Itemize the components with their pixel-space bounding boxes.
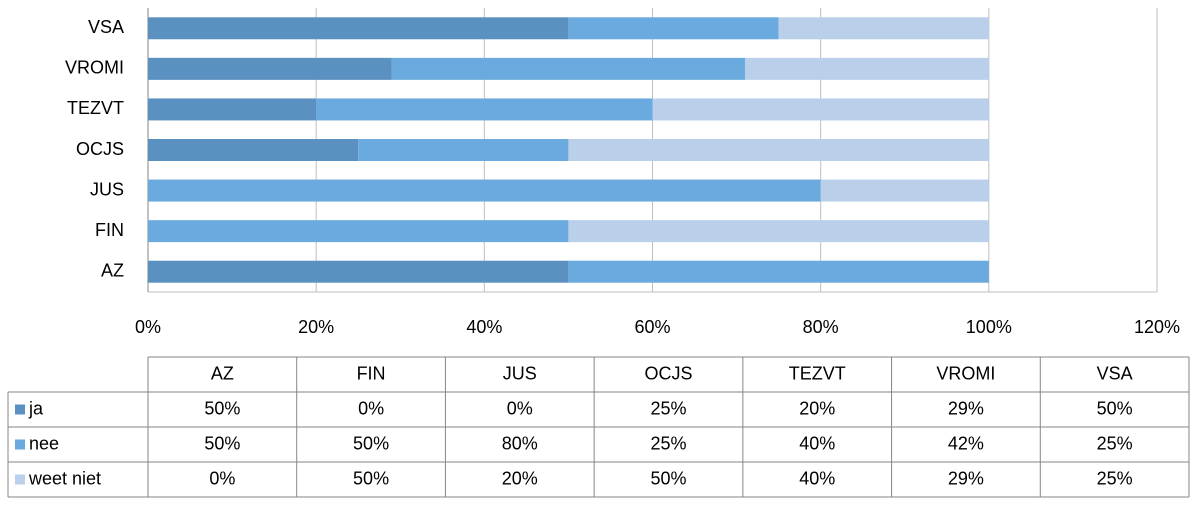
table-header: VSA [1097,363,1133,383]
y-tick-label: AZ [101,260,124,280]
bar [568,17,779,40]
table-cell: 50% [353,468,389,488]
x-tick-label: 80% [803,317,839,337]
table-cell: 20% [799,398,835,418]
table-header: OCJS [644,363,692,383]
table-cell: 29% [948,468,984,488]
table-cell: 50% [650,468,686,488]
table-cell: 25% [1097,468,1133,488]
table-cell: 50% [204,433,240,453]
y-tick-label: JUS [90,179,124,199]
table-cell: 25% [650,433,686,453]
bar [568,139,989,161]
table-header: VROMI [936,363,995,383]
table-cell: 80% [502,433,538,453]
bar [148,139,359,161]
y-tick-label: OCJS [76,139,124,159]
bar [652,98,989,121]
y-tick-label: TEZVT [67,98,124,118]
bar [148,17,569,40]
table-cell: 29% [948,398,984,418]
x-tick-label: 100% [966,317,1012,337]
table-cell: 0% [209,468,235,488]
table-header: FIN [357,363,386,383]
bar [148,98,317,121]
bar [744,57,989,80]
legend-label: ja [28,398,44,418]
table-cell: 25% [650,398,686,418]
x-tick-label: 60% [634,317,670,337]
x-tick-label: 40% [466,317,502,337]
legend-swatch [15,404,25,415]
y-tick-label: VSA [88,17,124,37]
table-header: TEZVT [789,363,846,383]
bar [778,17,989,40]
table-cell: 50% [353,433,389,453]
x-tick-label: 0% [135,317,161,337]
table-cell: 25% [1097,433,1133,453]
bar [148,57,392,80]
bar [148,220,569,243]
y-tick-label: FIN [95,220,124,240]
legend-swatch [15,474,25,485]
table-cell: 0% [507,398,533,418]
bar [568,260,989,283]
table-cell: 50% [204,398,240,418]
table-cell: 0% [358,398,384,418]
table-cell: 40% [799,433,835,453]
bar [820,179,989,202]
table-header: JUS [503,363,537,383]
bar [148,260,569,283]
legend-label: nee [29,433,59,453]
table-cell: 40% [799,468,835,488]
x-tick-label: 120% [1134,317,1180,337]
table-header: AZ [211,363,234,383]
bar [568,220,989,243]
x-tick-label: 20% [298,317,334,337]
bar [148,179,821,202]
bar [358,139,569,161]
table-cell: 20% [502,468,538,488]
bar [391,57,745,80]
y-tick-label: VROMI [65,58,124,78]
table-cell: 50% [1097,398,1133,418]
legend-swatch [15,439,25,450]
table-cell: 42% [948,433,984,453]
legend-label: weet niet [28,468,101,488]
bar [316,98,653,121]
